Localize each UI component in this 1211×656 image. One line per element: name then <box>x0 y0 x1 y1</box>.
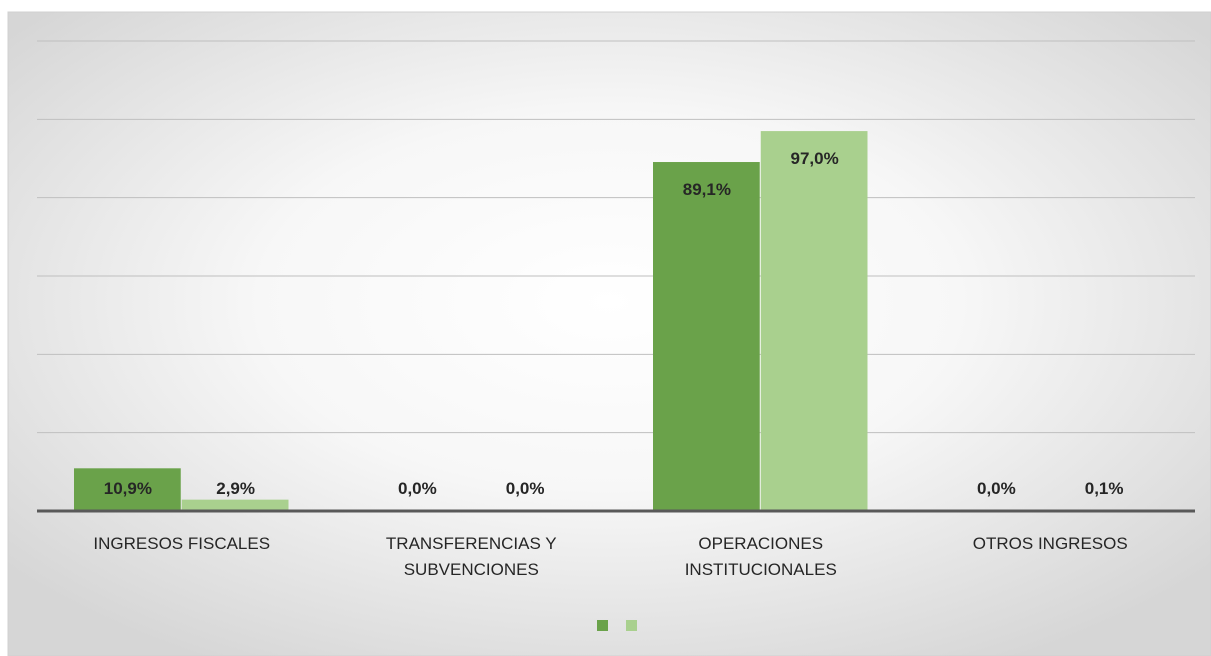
data-label: 0,0% <box>506 479 545 498</box>
data-label: 97,0% <box>791 149 839 168</box>
data-label: 0,0% <box>977 479 1016 498</box>
x-tick-label: TRANSFERENCIAS Y SUBVENCIONES <box>385 534 557 579</box>
bar <box>653 162 760 511</box>
x-tick-label: OTROS INGRESOS <box>972 534 1128 553</box>
bar <box>181 499 289 511</box>
data-label: 0,0% <box>398 479 437 498</box>
x-tick-label: OPERACIONES INSTITUCIONALES <box>684 534 837 579</box>
legend-swatch <box>597 620 608 631</box>
data-label: 2,9% <box>216 479 255 498</box>
legend-swatch <box>626 620 637 631</box>
data-label: 0,1% <box>1085 479 1124 498</box>
data-label: 10,9% <box>104 479 152 498</box>
data-label: 89,1% <box>683 180 731 199</box>
chart-background <box>7 11 1211 656</box>
bar <box>74 468 181 511</box>
x-tick-label: INGRESOS FISCALES <box>93 534 271 553</box>
bar <box>760 131 868 512</box>
